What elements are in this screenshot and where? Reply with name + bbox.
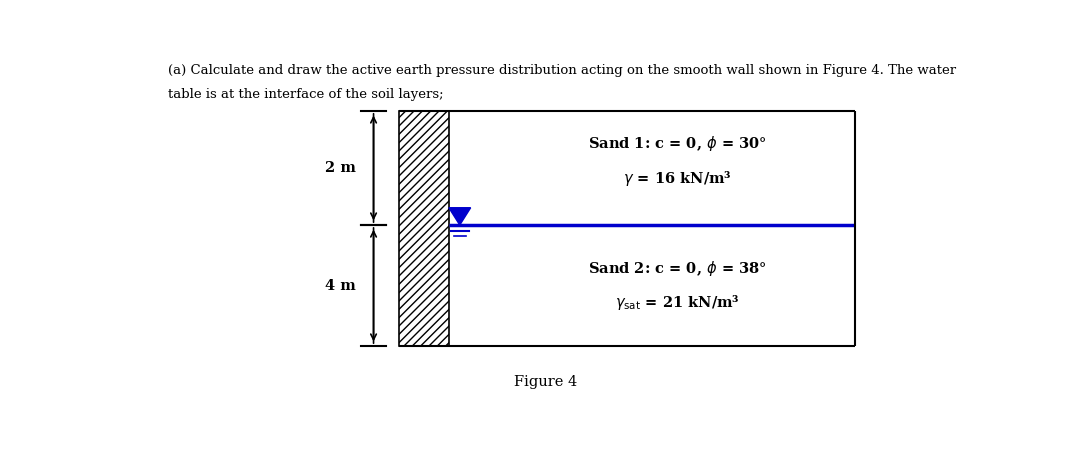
Text: 2 m: 2 m [325, 161, 355, 175]
Text: $\gamma_{\mathrm{sat}}$ = 21 kN/m³: $\gamma_{\mathrm{sat}}$ = 21 kN/m³ [615, 293, 740, 313]
Text: table is at the interface of the soil layers;: table is at the interface of the soil la… [168, 88, 444, 101]
FancyBboxPatch shape [399, 111, 449, 346]
Text: 4 m: 4 m [325, 278, 355, 292]
Polygon shape [449, 208, 471, 225]
Text: (a) Calculate and draw the active earth pressure distribution acting on the smoo: (a) Calculate and draw the active earth … [168, 64, 957, 77]
Text: $\gamma$ = 16 kN/m³: $\gamma$ = 16 kN/m³ [622, 169, 731, 188]
Text: Sand 1: c = 0, $\phi$ = 30°: Sand 1: c = 0, $\phi$ = 30° [588, 134, 767, 153]
Text: Sand 2: c = 0, $\phi$ = 38°: Sand 2: c = 0, $\phi$ = 38° [588, 259, 767, 278]
Text: Figure 4: Figure 4 [513, 375, 577, 389]
